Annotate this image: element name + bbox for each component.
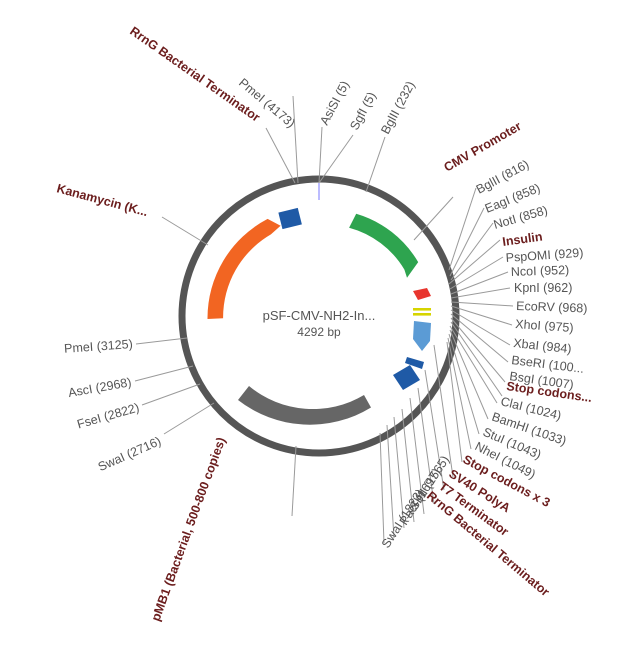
leader-line bbox=[449, 325, 498, 404]
leader-line bbox=[379, 432, 385, 544]
site-label-xhoi-975[interactable]: XhoI (975) bbox=[515, 317, 574, 335]
feature-arc-cmv-promoter[interactable] bbox=[349, 213, 419, 278]
leader-line bbox=[318, 126, 323, 184]
feature-arc-rrng-terminator-1[interactable] bbox=[278, 207, 302, 230]
leader-lines bbox=[134, 95, 514, 544]
leader-line bbox=[134, 365, 194, 382]
feature-arc-rrng-terminator-2[interactable] bbox=[393, 365, 420, 390]
site-label-bglii-232[interactable]: BglII (232) bbox=[378, 79, 417, 136]
leader-line bbox=[401, 408, 415, 523]
leader-line bbox=[450, 287, 511, 299]
leader-line bbox=[161, 216, 209, 246]
leader-line bbox=[424, 369, 445, 491]
feature-arc-kanamycin[interactable] bbox=[207, 218, 281, 319]
leader-line bbox=[163, 402, 215, 435]
leader-line bbox=[450, 305, 513, 326]
leader-line bbox=[141, 383, 201, 406]
feature-label-rrng-terminator-2[interactable]: RrnG Bacterial Terminator bbox=[424, 489, 552, 600]
leader-line bbox=[450, 301, 514, 307]
feature-arc-stop-codons-x3[interactable] bbox=[413, 313, 431, 316]
leader-line bbox=[318, 134, 354, 184]
leader-line bbox=[409, 397, 425, 515]
feature-label-pmb1[interactable]: pMB1 (Bacterial, 500-800 copies) bbox=[149, 435, 229, 623]
leader-line bbox=[449, 256, 504, 290]
leader-line bbox=[450, 321, 503, 397]
leader-line bbox=[417, 387, 435, 505]
site-label-pmei-3125[interactable]: PmeI (3125) bbox=[64, 337, 134, 356]
site-label-ecorv-968[interactable]: EcoRV (968) bbox=[516, 299, 588, 315]
feature-arc-insulin[interactable] bbox=[413, 288, 431, 300]
feature-label-kanamycin[interactable]: Kanamycin (K... bbox=[55, 181, 149, 219]
leader-line bbox=[450, 317, 506, 383]
site-label-swai-1823[interactable]: SwaI (1823) bbox=[379, 486, 427, 550]
leader-line bbox=[450, 271, 509, 295]
leader-line bbox=[449, 207, 485, 277]
feature-arc-t7-terminator[interactable] bbox=[405, 357, 424, 369]
site-label-sgfi-5[interactable]: SgfI (5) bbox=[347, 90, 379, 133]
leader-line bbox=[450, 313, 509, 363]
site-label-swai-2716[interactable]: SwaI (2716) bbox=[96, 434, 163, 474]
site-label-asci-2968[interactable]: AscI (2968) bbox=[67, 375, 132, 400]
site-label-ncoi-952[interactable]: NcoI (952) bbox=[511, 263, 570, 279]
leader-line bbox=[450, 309, 511, 346]
feature-label-rrng-terminator-1[interactable]: RrnG Bacterial Terminator bbox=[127, 24, 262, 125]
feature-label-insulin[interactable]: Insulin bbox=[501, 230, 543, 249]
leader-line bbox=[446, 341, 463, 463]
site-label-asisi-5[interactable]: AsiSI (5) bbox=[317, 79, 352, 128]
leader-line bbox=[393, 416, 405, 529]
plasmid-name: pSF-CMV-NH2-In... bbox=[263, 308, 376, 323]
leader-line bbox=[433, 344, 454, 478]
site-label-pspomi-929[interactable]: PspOMI (929) bbox=[505, 246, 584, 265]
feature-arc-pmb1[interactable] bbox=[238, 386, 371, 425]
plasmid-length: 4292 bp bbox=[297, 325, 341, 339]
site-label-xbai-984[interactable]: XbaI (984) bbox=[513, 336, 573, 356]
leader-line bbox=[365, 136, 386, 193]
leader-line bbox=[386, 424, 395, 539]
feature-arc-stop-codons[interactable] bbox=[413, 308, 431, 311]
site-label-fsei-2822[interactable]: FseI (2822) bbox=[76, 400, 141, 431]
leader-line bbox=[448, 333, 480, 435]
leader-line bbox=[450, 222, 494, 281]
leader-line bbox=[448, 187, 477, 271]
leader-line bbox=[449, 329, 489, 420]
leader-line bbox=[265, 127, 296, 184]
leader-line bbox=[292, 95, 299, 184]
leader-line bbox=[447, 337, 472, 450]
leader-line bbox=[291, 445, 297, 517]
feature-arc-sv40-polya[interactable] bbox=[413, 321, 431, 351]
site-label-kpni-962[interactable]: KpnI (962) bbox=[514, 281, 572, 295]
leader-line bbox=[413, 196, 454, 241]
leader-line bbox=[448, 239, 501, 285]
leader-line bbox=[135, 337, 188, 345]
